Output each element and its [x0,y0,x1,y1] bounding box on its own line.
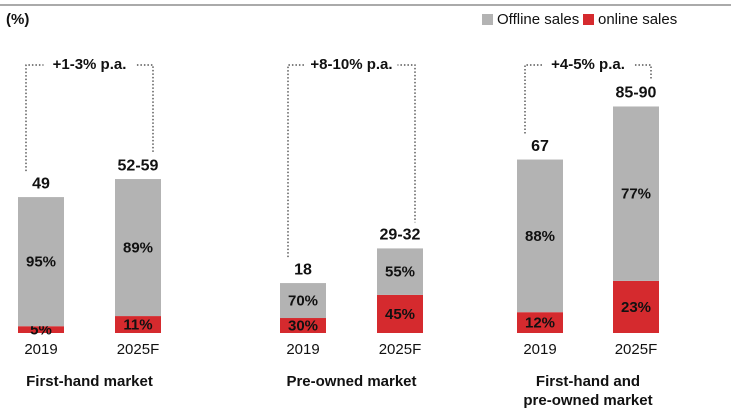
total-label: 49 [32,175,50,192]
bar-segment [613,280,659,333]
segment-label: 12% [525,315,555,332]
growth-bg [542,55,634,75]
total-label: 52-59 [118,157,159,174]
x-tick-label: 2019 [523,341,556,358]
segment-label: 55% [385,264,415,281]
bar-segment [280,318,326,333]
legend-label: online sales [598,11,677,28]
segment-label: 23% [621,299,651,316]
x-tick-label: 2025F [379,341,422,358]
segment-label: 89% [123,240,153,257]
panel-title: First-hand market [26,373,153,390]
segment-label: 88% [525,228,555,245]
bar-segment [18,197,64,327]
unit-label: (%) [6,11,29,28]
total-label: 18 [294,261,312,278]
growth-label: +1-3% p.a. [53,56,127,73]
growth-bracket [25,64,154,172]
bar-segment [18,326,64,333]
x-tick-label: 2019 [286,341,319,358]
legend-swatch [482,14,493,25]
panel-title: pre-owned market [523,392,652,409]
bar-segment [115,316,161,333]
growth-bg [305,55,398,75]
growth-bg [43,55,136,75]
bar-segment [517,312,563,333]
x-tick-label: 2019 [24,341,57,358]
panel-title: First-hand and [536,373,640,390]
bar-segment [517,159,563,313]
segment-label: 45% [385,306,415,323]
segment-label: 30% [288,317,318,334]
legend-swatch [583,14,594,25]
bar-segment [377,294,423,333]
total-label: 67 [531,138,549,155]
segment-label: 77% [621,186,651,203]
growth-label: +4-5% p.a. [551,56,625,73]
segment-label: 95% [26,254,56,271]
x-tick-label: 2025F [615,341,658,358]
bar-segment [280,283,326,319]
bar-segment [377,248,423,295]
growth-label: +8-10% p.a. [310,56,392,73]
bar-segment [613,106,659,281]
panel-title: Pre-owned market [286,373,416,390]
segment-label: 11% [123,317,152,334]
bar-segment [115,179,161,317]
legend-label: Offline sales [497,11,579,28]
segment-label: 70% [288,293,318,310]
total-label: 29-32 [380,227,421,244]
x-tick-label: 2025F [117,341,160,358]
total-label: 85-90 [616,85,657,102]
